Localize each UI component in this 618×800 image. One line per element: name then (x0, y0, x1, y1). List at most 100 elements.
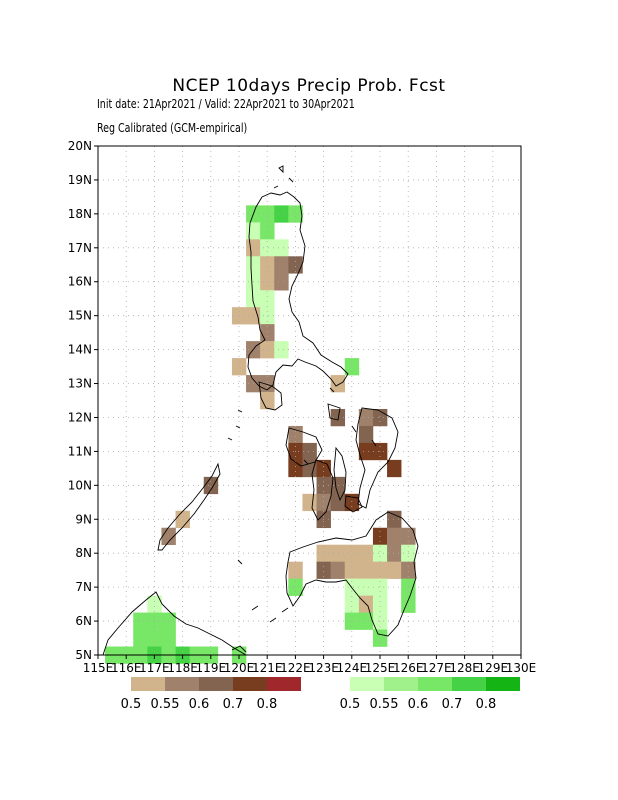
prob-cell (260, 256, 275, 274)
bohol-coast (344, 495, 363, 513)
prob-cell (358, 612, 374, 630)
lon-tick-label: 118E (167, 661, 198, 675)
wet-legend-label: 0.7 (442, 697, 463, 712)
prob-cell (147, 629, 162, 647)
map-title: NCEP 10days Precip Prob. Fcst (172, 76, 446, 96)
dry-legend-label: 0.6 (189, 697, 210, 712)
lat-tick-label: 16N (68, 275, 92, 289)
lon-tick-label: 126E (393, 661, 424, 675)
prob-cell (260, 222, 275, 240)
prob-cell (260, 239, 275, 257)
prob-cell (330, 408, 346, 427)
prob-cell (387, 527, 402, 546)
coastlines (102, 165, 419, 656)
prob-cell (344, 493, 360, 512)
prob-cell (401, 561, 416, 579)
prob-cell (288, 561, 303, 579)
lat-tick-label: 8N (75, 546, 92, 560)
lon-tick-label: 120E (224, 661, 255, 675)
prob-cell (246, 256, 261, 274)
prob-cell (358, 544, 374, 562)
dry-legend-swatch (233, 677, 267, 691)
wet-legend-label: 0.8 (476, 697, 497, 712)
prob-cell (260, 307, 275, 325)
method-subtitle: Reg Calibrated (GCM-empirical) (97, 121, 248, 135)
wet-legend-label: 0.6 (408, 697, 429, 712)
prob-cell (387, 561, 402, 579)
prob-cell (260, 341, 275, 359)
prob-cell (231, 307, 247, 325)
batanes-islands-coast (273, 165, 294, 189)
lat-tick-label: 10N (68, 478, 92, 492)
luzon-coast (247, 191, 349, 391)
wet-legend-swatch (418, 677, 452, 691)
prob-cell (274, 256, 289, 274)
lat-tick-label: 12N (68, 410, 92, 424)
prob-cell (372, 561, 388, 579)
prob-cell (302, 493, 317, 512)
prob-cell (274, 341, 289, 359)
lon-tick-label: 121E (252, 661, 283, 675)
prob-cell (288, 425, 303, 444)
mindanao-coast (285, 511, 419, 637)
legend: 0.5 0.55 0.6 0.7 0.8 0.5 0.55 0.6 0.7 0.8 (121, 677, 520, 712)
cebu-coast (333, 446, 347, 502)
prob-cell (358, 425, 374, 444)
prob-cell (344, 595, 360, 613)
prob-cell (372, 595, 388, 613)
prob-cell (330, 493, 346, 512)
borneo-coast (102, 591, 247, 656)
prob-cell (372, 578, 388, 596)
prob-cell (260, 392, 275, 410)
palawan-coast (157, 462, 221, 551)
prob-cell (330, 375, 346, 393)
lon-tick-label: 115E (83, 661, 114, 675)
lat-tick-label: 5N (75, 648, 92, 662)
negros-coast (311, 459, 334, 521)
prob-cell (330, 544, 346, 562)
prob-cell (175, 510, 190, 529)
lon-tick-label: 116E (111, 661, 142, 675)
dry-legend-swatch (267, 677, 301, 691)
prob-cell (288, 578, 303, 596)
wet-legend-label: 0.5 (340, 697, 361, 712)
prob-cell (133, 612, 148, 630)
prob-cell (372, 544, 388, 562)
prob-cell (330, 476, 346, 495)
dry-legend-label: 0.8 (257, 697, 278, 712)
dry-legend-swatch (131, 677, 165, 691)
lon-tick-label: 122E (280, 661, 311, 675)
lat-tick-label: 11N (68, 444, 92, 458)
wet-legend-swatch (452, 677, 486, 691)
prob-cell (274, 239, 289, 257)
mindoro-coast (258, 381, 283, 411)
prob-cell (288, 256, 303, 274)
prob-cell (387, 544, 402, 562)
wet-legend-swatch (486, 677, 520, 691)
prob-cell (274, 205, 289, 223)
prob-cell (203, 476, 219, 495)
prob-cell (387, 510, 402, 529)
prob-cell (288, 205, 303, 223)
axis-ticks: 5N 6N 7N 8N 9N 10N 11N 12N 13N 14N 15N 16N 17N 18N 19N… (68, 139, 537, 675)
lat-tick-label: 9N (75, 512, 92, 526)
wet-legend-label: 0.55 (370, 697, 399, 712)
lon-tick-label: 129E (478, 661, 509, 675)
sulu-islands-coast (231, 605, 289, 653)
lon-tick-label: 125E (365, 661, 396, 675)
lat-tick-label: 18N (68, 207, 92, 221)
prob-cell (401, 595, 416, 613)
lon-tick-label: 119E (196, 661, 227, 675)
prob-cell (316, 561, 331, 579)
prob-cell (274, 273, 289, 291)
lon-tick-label: 123E (308, 661, 339, 675)
lat-tick-label: 13N (68, 377, 92, 391)
prob-cell (372, 629, 388, 647)
prob-cell (387, 459, 402, 478)
dry-legend-label: 0.55 (151, 697, 180, 712)
prob-cell (344, 561, 360, 579)
lon-tick-label: 127E (421, 661, 452, 675)
lat-tick-label: 17N (68, 241, 92, 255)
map-frame (97, 145, 522, 656)
